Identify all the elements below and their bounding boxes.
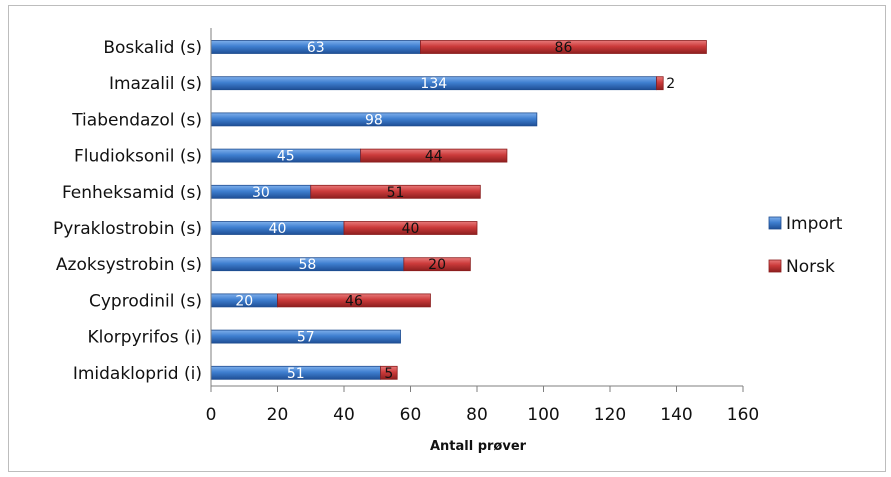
- bar-norsk: [656, 76, 664, 91]
- x-tick-label: 0: [206, 405, 217, 425]
- category-label: Klorpyrifos (i): [88, 328, 202, 348]
- legend-swatch-norsk: [768, 259, 782, 273]
- bar-norsk: [360, 148, 508, 163]
- bar-norsk: [277, 293, 431, 308]
- category-label: Azoksystrobin (s): [56, 255, 202, 275]
- data-label-norsk: 46: [345, 293, 363, 309]
- category-label: Boskalid (s): [103, 38, 202, 58]
- x-tick-label: 100: [527, 405, 559, 425]
- data-label-import: 63: [307, 40, 325, 56]
- data-label-norsk: 86: [555, 40, 573, 56]
- x-tick-label: 80: [466, 405, 488, 425]
- legend-label-import: Import: [786, 214, 843, 234]
- x-tick-label: 160: [727, 405, 759, 425]
- x-tick-label: 20: [267, 405, 289, 425]
- bar-norsk: [403, 257, 471, 272]
- legend-label-norsk: Norsk: [786, 257, 835, 277]
- category-label: Cyprodinil (s): [89, 291, 202, 311]
- data-label-import: 57: [297, 330, 315, 346]
- x-axis-title: Antall prøver: [430, 439, 527, 454]
- data-label-norsk: 44: [425, 149, 443, 165]
- x-tick-label: 60: [400, 405, 422, 425]
- category-label: Imazalil (s): [109, 74, 202, 94]
- data-label-import: 45: [277, 149, 295, 165]
- data-label-import: 58: [299, 257, 317, 273]
- bar-norsk: [420, 40, 707, 54]
- data-label-import: 51: [287, 366, 305, 382]
- data-label-norsk: 5: [384, 366, 393, 382]
- data-label-norsk: 2: [666, 76, 675, 92]
- category-label: Pyraklostrobin (s): [53, 219, 202, 239]
- category-label: Fludioksonil (s): [74, 147, 202, 167]
- data-label-norsk: 51: [387, 185, 405, 201]
- data-label-import: 40: [269, 221, 287, 237]
- data-label-norsk: 40: [402, 221, 420, 237]
- x-tick-label: 40: [333, 405, 355, 425]
- data-label-import: 98: [365, 112, 383, 128]
- category-label: Fenheksamid (s): [62, 183, 202, 203]
- category-label: Imidakloprid (i): [73, 364, 202, 384]
- data-label-import: 20: [235, 293, 253, 309]
- data-label-import: 134: [420, 76, 447, 92]
- bar-norsk: [380, 365, 398, 380]
- legend-swatch-import: [768, 216, 782, 230]
- data-label-norsk: 20: [428, 257, 446, 273]
- category-label: Tiabendazol (s): [71, 110, 202, 130]
- x-tick-label: 120: [594, 405, 626, 425]
- data-label-import: 30: [252, 185, 270, 201]
- bar-norsk: [310, 184, 481, 199]
- bar-norsk: [343, 221, 478, 235]
- x-tick-label: 140: [660, 405, 692, 425]
